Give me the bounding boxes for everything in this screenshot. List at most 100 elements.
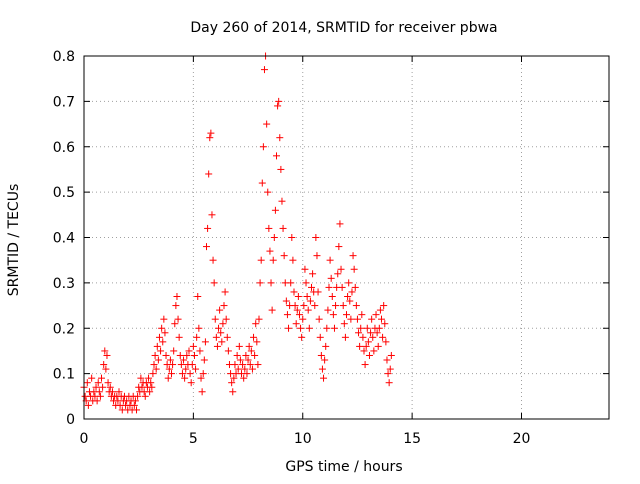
data-point	[361, 361, 369, 369]
data-point	[352, 302, 360, 310]
y-tick-label: 0.3	[53, 276, 75, 292]
data-point	[328, 292, 336, 300]
data-point	[267, 279, 275, 287]
data-point	[157, 347, 165, 355]
y-tick-label: 0	[66, 412, 75, 428]
data-point	[334, 270, 342, 278]
data-point	[363, 324, 371, 332]
data-point	[246, 361, 254, 369]
data-point	[192, 365, 200, 373]
data-point	[177, 361, 185, 369]
data-point	[200, 356, 208, 364]
data-point	[301, 265, 309, 273]
data-point	[159, 338, 167, 346]
data-point	[173, 292, 181, 300]
data-point	[224, 347, 232, 355]
data-point	[100, 361, 108, 369]
data-point	[368, 315, 376, 323]
data-point	[242, 351, 250, 359]
data-point	[340, 320, 348, 328]
data-point	[375, 324, 383, 332]
data-point	[293, 306, 301, 314]
data-point	[213, 342, 221, 350]
data-point	[362, 342, 370, 350]
data-point	[312, 234, 320, 241]
data-point	[252, 320, 260, 328]
data-points-layer	[80, 52, 395, 414]
data-point	[260, 66, 268, 74]
data-point	[103, 351, 111, 359]
data-point	[279, 224, 287, 232]
data-point	[240, 374, 248, 382]
data-point	[94, 379, 102, 387]
data-point	[218, 338, 226, 346]
data-point	[360, 347, 368, 355]
data-point	[146, 388, 154, 396]
data-point	[181, 374, 189, 382]
data-point	[289, 256, 297, 264]
data-point	[324, 306, 332, 314]
data-point	[216, 306, 224, 314]
data-point	[290, 288, 298, 296]
data-point	[276, 134, 284, 142]
data-point	[372, 311, 380, 319]
data-point	[236, 356, 244, 364]
data-point	[207, 129, 215, 137]
data-point	[357, 324, 365, 332]
data-point	[351, 283, 359, 291]
y-axis-label: SRMTID / TECUs	[6, 184, 22, 297]
data-point	[353, 315, 361, 323]
data-point	[268, 306, 276, 314]
data-point	[384, 370, 392, 378]
data-point	[378, 315, 385, 323]
y-tick-label: 0.8	[53, 49, 75, 65]
x-tick-label: 0	[80, 431, 89, 447]
data-point	[386, 365, 394, 373]
data-point	[264, 188, 272, 196]
x-tick-label: 15	[403, 431, 421, 447]
data-point	[247, 347, 255, 355]
data-point	[380, 302, 388, 310]
grid-layer	[84, 56, 609, 419]
data-point	[197, 374, 205, 382]
data-point	[153, 342, 161, 350]
data-point	[381, 320, 389, 328]
data-point	[250, 333, 258, 341]
data-point	[194, 292, 202, 300]
data-point	[318, 365, 326, 373]
data-point	[309, 270, 317, 278]
data-point	[265, 224, 273, 232]
data-point	[171, 320, 179, 328]
data-point	[273, 152, 280, 160]
y-tick-label: 0.2	[53, 321, 75, 337]
data-point	[158, 324, 166, 332]
data-point	[92, 383, 100, 391]
data-point	[287, 279, 295, 287]
data-point	[208, 211, 216, 219]
data-point	[154, 356, 162, 364]
data-point	[152, 365, 160, 373]
data-point	[320, 374, 328, 382]
data-point	[355, 329, 363, 337]
data-point	[183, 351, 191, 359]
data-point	[190, 351, 198, 359]
data-point	[186, 370, 194, 378]
data-point	[130, 401, 138, 409]
data-point	[170, 347, 178, 355]
data-point	[313, 252, 321, 260]
data-point	[292, 320, 300, 328]
data-point	[330, 324, 338, 332]
data-point	[263, 120, 271, 128]
data-point	[182, 365, 190, 373]
data-point	[295, 311, 303, 319]
data-point	[223, 333, 231, 341]
data-point	[332, 302, 340, 310]
data-point	[95, 388, 103, 396]
data-point	[228, 379, 236, 387]
data-point	[256, 279, 264, 287]
data-point	[137, 374, 145, 382]
data-point	[210, 279, 218, 287]
data-point	[323, 324, 331, 332]
x-axis-label: GPS time / hours	[285, 459, 402, 475]
